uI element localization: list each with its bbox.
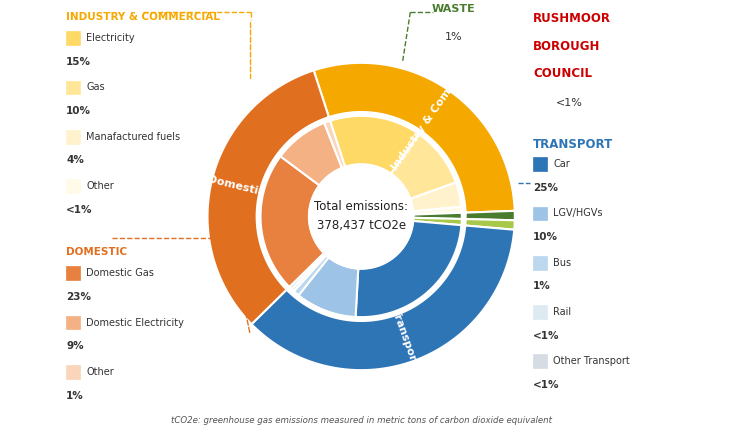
Text: Manafactured fuels: Manafactured fuels xyxy=(86,132,180,142)
Text: 23%: 23% xyxy=(66,292,91,302)
Text: TRANSPORT: TRANSPORT xyxy=(533,138,613,151)
Text: Bus: Bus xyxy=(553,258,572,268)
Bar xyxy=(533,207,547,220)
Text: Other: Other xyxy=(86,367,114,377)
Text: 9%: 9% xyxy=(66,341,84,351)
Polygon shape xyxy=(466,211,515,220)
Text: 1%: 1% xyxy=(66,391,84,401)
Polygon shape xyxy=(314,63,515,213)
Text: INDUSTRY & COMMERCIAL: INDUSTRY & COMMERCIAL xyxy=(66,12,220,22)
Text: Transport: Transport xyxy=(390,308,420,368)
Text: Other Transport: Other Transport xyxy=(553,356,630,366)
Polygon shape xyxy=(293,255,328,295)
Circle shape xyxy=(309,164,413,269)
Text: <1%: <1% xyxy=(66,204,93,215)
Text: Domestic Electricity: Domestic Electricity xyxy=(86,317,184,327)
Polygon shape xyxy=(465,219,515,230)
Text: RUSHMOOR: RUSHMOOR xyxy=(533,12,611,25)
Polygon shape xyxy=(324,121,345,168)
Bar xyxy=(66,316,80,330)
Bar xyxy=(66,130,80,143)
Text: <1%: <1% xyxy=(533,330,560,341)
Polygon shape xyxy=(289,253,325,289)
Bar xyxy=(533,305,547,319)
Polygon shape xyxy=(413,207,462,215)
Bar xyxy=(66,31,80,45)
Text: Domestic: Domestic xyxy=(207,174,265,197)
Polygon shape xyxy=(413,218,462,225)
Text: Domestic Gas: Domestic Gas xyxy=(86,268,154,278)
Bar xyxy=(66,365,80,378)
Text: DOMESTIC: DOMESTIC xyxy=(66,247,127,257)
Polygon shape xyxy=(252,226,514,370)
Polygon shape xyxy=(261,156,324,287)
Text: 10%: 10% xyxy=(533,232,558,242)
Polygon shape xyxy=(413,213,462,219)
Bar xyxy=(66,179,80,193)
Text: tCO2e: greenhouse gas emissions measured in metric tons of carbon dioxide equiva: tCO2e: greenhouse gas emissions measured… xyxy=(171,417,552,426)
Bar xyxy=(533,255,547,269)
Bar xyxy=(533,354,547,368)
Text: 10%: 10% xyxy=(66,106,91,116)
Text: 25%: 25% xyxy=(533,183,558,193)
Text: <1%: <1% xyxy=(556,98,583,108)
Polygon shape xyxy=(391,134,456,199)
Text: Gas: Gas xyxy=(86,82,104,92)
Text: WASTE: WASTE xyxy=(431,4,475,14)
Polygon shape xyxy=(280,123,342,185)
Bar xyxy=(66,81,80,94)
Polygon shape xyxy=(291,254,326,291)
Polygon shape xyxy=(356,221,461,317)
Text: Industry & Commercial: Industry & Commercial xyxy=(390,49,480,172)
Polygon shape xyxy=(410,182,461,211)
Text: LGV/HGVs: LGV/HGVs xyxy=(553,208,603,218)
Text: Car: Car xyxy=(553,159,570,169)
Polygon shape xyxy=(330,116,419,174)
Text: 1%: 1% xyxy=(445,32,462,42)
Text: Rail: Rail xyxy=(553,307,572,317)
Text: 15%: 15% xyxy=(66,57,91,67)
Polygon shape xyxy=(207,71,329,324)
Text: Other: Other xyxy=(86,181,114,191)
Text: BOROUGH: BOROUGH xyxy=(533,40,601,53)
Text: Total emissions:
378,437 tCO2e: Total emissions: 378,437 tCO2e xyxy=(314,200,408,233)
Text: COUNCIL: COUNCIL xyxy=(533,68,592,81)
Polygon shape xyxy=(299,257,358,317)
Text: <1%: <1% xyxy=(533,380,560,390)
Text: 1%: 1% xyxy=(533,281,551,291)
Bar xyxy=(533,157,547,171)
Bar xyxy=(66,266,80,280)
Text: Electricity: Electricity xyxy=(86,33,135,43)
Text: 4%: 4% xyxy=(66,155,84,165)
